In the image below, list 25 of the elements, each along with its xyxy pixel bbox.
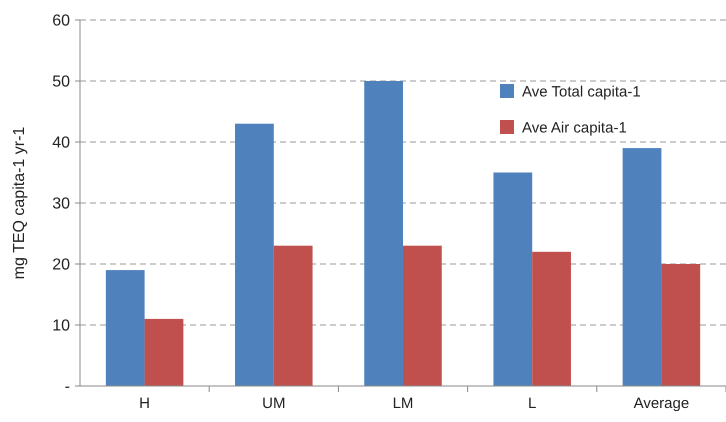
legend-label: Ave Air capita-1: [522, 119, 627, 136]
bar: [144, 318, 184, 386]
y-tick-label: 40: [52, 134, 70, 152]
y-axis-title: mg TEQ capita-1 yr-1: [11, 126, 28, 280]
y-tick-label: 30: [52, 196, 70, 213]
bar: [661, 264, 700, 386]
y-tick-label: -: [64, 378, 70, 396]
x-tick-label: Average: [634, 395, 690, 412]
bar: [622, 148, 662, 386]
bar: [364, 81, 403, 386]
bar: [235, 124, 274, 386]
bar: [532, 252, 571, 386]
y-tick-label: 10: [52, 318, 70, 335]
y-tick-label: 20: [52, 256, 70, 274]
x-tick-label: L: [528, 395, 536, 412]
bar: [493, 172, 532, 386]
bar: [106, 270, 145, 386]
bar: [274, 246, 313, 386]
y-tick-label: 60: [52, 12, 70, 30]
bar: [403, 246, 442, 386]
x-tick-label: UM: [262, 395, 286, 412]
x-tick-label: LM: [392, 395, 414, 412]
legend-label: Ave Total capita-1: [522, 83, 641, 100]
y-tick-label: 50: [52, 74, 70, 91]
x-tick-label: H: [139, 395, 150, 412]
